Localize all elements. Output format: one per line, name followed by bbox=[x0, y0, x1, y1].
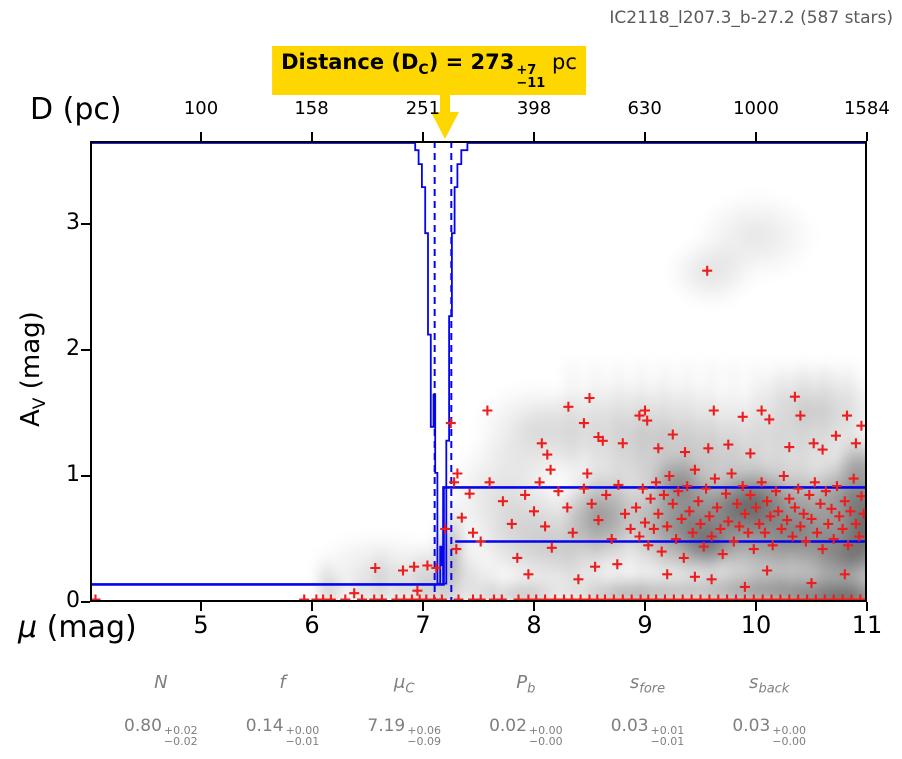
bottom-tick-label: 5 bbox=[193, 611, 209, 639]
param-p-b: Pb 0.02 +0.00 −0.00 bbox=[489, 672, 563, 749]
left-tick-label: 2 bbox=[66, 336, 80, 362]
bottom-tick bbox=[422, 602, 424, 611]
density-blob bbox=[833, 463, 867, 590]
left-tick-label: 0 bbox=[66, 588, 80, 613]
top-tick bbox=[643, 132, 646, 141]
density-blob bbox=[482, 545, 497, 602]
density-blob bbox=[375, 533, 387, 602]
top-tick bbox=[310, 132, 313, 141]
distance-annotation: Distance (DC) = 273 +7 −11 pc bbox=[272, 46, 586, 95]
top-tick-label: 398 bbox=[516, 98, 552, 119]
density-blob bbox=[456, 476, 657, 602]
density-blob bbox=[356, 557, 368, 602]
x-axis-label: μ (mag) bbox=[18, 610, 137, 645]
annotation-var-subscript: C bbox=[418, 62, 429, 79]
density-blob bbox=[331, 560, 341, 602]
annotation-value: ) = 273 bbox=[428, 50, 515, 74]
top-tick-label: 158 bbox=[294, 98, 329, 119]
bottom-tick bbox=[311, 602, 313, 611]
top-tick bbox=[755, 132, 757, 141]
bottom-tick-label: 6 bbox=[304, 611, 320, 639]
bottom-tick-label: 8 bbox=[526, 611, 542, 639]
density-blob bbox=[319, 545, 331, 602]
density-blob bbox=[656, 227, 768, 317]
bottom-tick-label: 10 bbox=[740, 611, 772, 639]
figure-title: IC2118_l207.3_b-27.2 (587 stars) bbox=[609, 8, 893, 28]
left-tick-label: 1 bbox=[66, 462, 80, 488]
bottom-tick-label: 11 bbox=[851, 611, 883, 639]
density-blob bbox=[678, 180, 834, 294]
top-tick-label: 1584 bbox=[843, 98, 890, 119]
density-blob bbox=[606, 463, 773, 590]
density-blob bbox=[395, 545, 407, 602]
density-blob bbox=[423, 523, 435, 602]
top-tick-label: 251 bbox=[405, 98, 441, 119]
annotation-unit: pc bbox=[545, 50, 577, 74]
left-tick bbox=[81, 475, 90, 478]
extinction-model-line bbox=[90, 486, 867, 586]
left-tick-label: 3 bbox=[66, 210, 80, 236]
plot-frame bbox=[90, 141, 867, 602]
bottom-tick-label: 7 bbox=[415, 611, 431, 639]
density-blob bbox=[466, 526, 480, 602]
bottom-tick bbox=[644, 602, 646, 611]
param-N: N 0.80 +0.02 −0.02 bbox=[124, 672, 198, 749]
left-tick bbox=[81, 223, 90, 226]
bottom-tick bbox=[200, 602, 202, 611]
posterior-parameters: N 0.80 +0.02 −0.02 f 0.14 +0.00 −0.01 μC 7.1… bbox=[100, 672, 830, 748]
annotation-arrow-shaft bbox=[440, 82, 450, 114]
param-s-back: sback 0.03 +0.00 −0.00 bbox=[732, 672, 806, 749]
top-axis-label: D (pc) bbox=[30, 92, 122, 127]
top-tick-label: 100 bbox=[183, 98, 219, 119]
top-tick-label: 1000 bbox=[733, 98, 779, 119]
left-tick bbox=[81, 601, 90, 603]
param-mu-c: μC 7.19 +0.06 −0.09 bbox=[367, 672, 441, 749]
plot-area bbox=[90, 141, 867, 602]
density-map bbox=[90, 141, 867, 602]
density-blob bbox=[467, 362, 823, 502]
top-tick bbox=[533, 132, 535, 141]
posterior-histogram bbox=[90, 142, 867, 585]
chart-overlay bbox=[90, 141, 867, 602]
density-blob bbox=[456, 575, 590, 602]
annotation-arrow-icon bbox=[431, 112, 459, 139]
bottom-tick bbox=[755, 602, 757, 611]
y-axis-label: AV (mag) bbox=[15, 311, 51, 427]
annotation-prefix: Distance (D bbox=[281, 50, 419, 74]
top-tick bbox=[421, 132, 424, 141]
top-tick bbox=[200, 132, 202, 141]
annotation-uncertainty: +7 −11 bbox=[516, 62, 546, 92]
scatter-points bbox=[90, 265, 867, 602]
density-blob bbox=[550, 457, 651, 571]
density-blob bbox=[711, 350, 867, 477]
top-tick bbox=[865, 132, 868, 141]
left-tick bbox=[81, 349, 90, 352]
bottom-tick bbox=[533, 602, 535, 611]
param-f: f 0.14 +0.00 −0.01 bbox=[245, 672, 320, 749]
bottom-tick bbox=[866, 602, 868, 611]
param-s-fore: sfore 0.03 +0.01 −0.01 bbox=[610, 672, 685, 749]
top-tick-label: 630 bbox=[627, 98, 662, 119]
bottom-tick-label: 9 bbox=[637, 611, 653, 639]
